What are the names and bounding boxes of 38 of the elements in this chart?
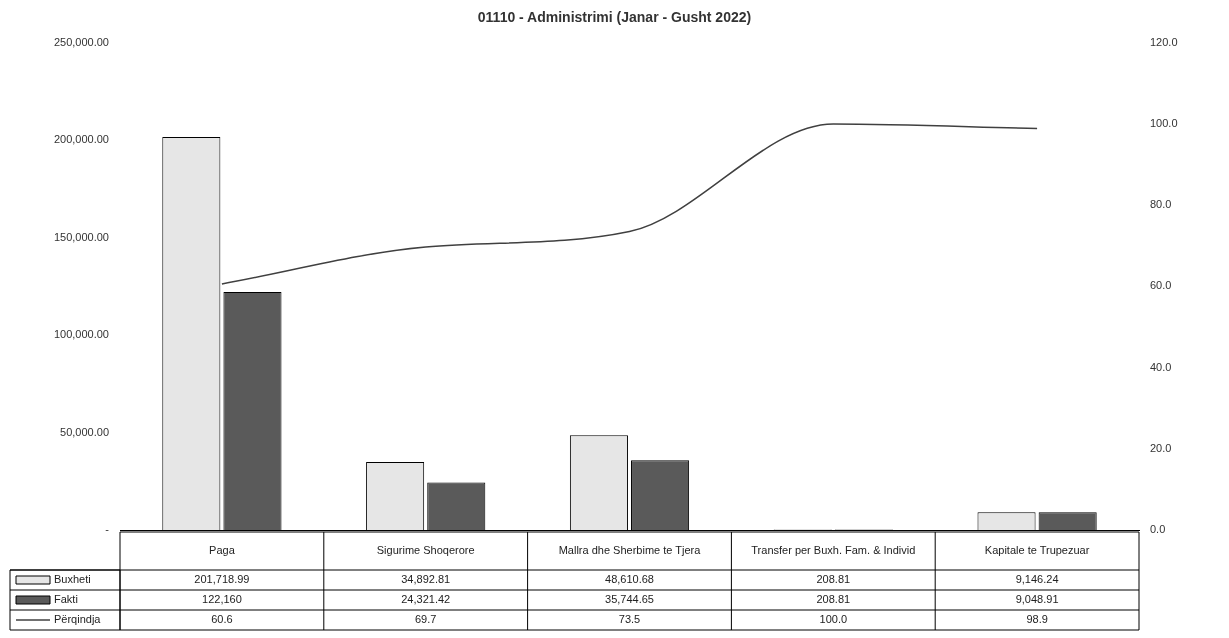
y-tick-label: 50,000.00 <box>60 425 109 438</box>
data-label: 34,892.81 <box>401 573 451 586</box>
data-label: 201,718.99 <box>194 573 250 586</box>
y2-tick-label: 40.0 <box>1150 360 1172 373</box>
y-tick-label: 250,000.00 <box>53 35 109 48</box>
y-tick-label: 150,000.00 <box>53 230 109 243</box>
legend-label: Fakti <box>54 593 78 606</box>
chart-title: 01110 - Administrimi (Janar - Gusht 2022) <box>477 9 752 26</box>
data-label: 122,160 <box>202 593 242 606</box>
y2-tick-label: 80.0 <box>1150 198 1172 211</box>
data-label: 9,048.91 <box>1015 593 1059 606</box>
data-label: 35,744.65 <box>605 593 654 606</box>
data-label: 208.81 <box>816 593 851 606</box>
data-label: 98.9 <box>1026 613 1048 626</box>
line-series <box>221 123 1038 285</box>
y-tick-label: 100,000.00 <box>53 328 109 341</box>
data-label: 24,321.42 <box>401 593 451 606</box>
data-label: 69.7 <box>414 613 437 626</box>
x-tick-label: Transfer per Buxh. Fam. & Individ <box>751 544 916 557</box>
legend-label: Përqindja <box>54 613 102 626</box>
x-tick-label: Sigurime Shoqerore <box>376 544 475 557</box>
data-label: 208.81 <box>816 573 851 586</box>
y-tick-label: 200,000.00 <box>53 133 109 146</box>
x-tick-label: Paga <box>209 544 236 557</box>
data-label: 48,610.68 <box>605 573 654 586</box>
data-label: 100.0 <box>819 613 848 626</box>
y-tick-label: - <box>105 523 110 536</box>
y2-tick-label: 120.0 <box>1150 35 1178 48</box>
data-label: 60.6 <box>211 613 233 626</box>
data-label: 9,146.24 <box>1015 573 1059 586</box>
y2-tick-label: 0.0 <box>1150 523 1166 536</box>
data-label: 73.5 <box>618 613 641 626</box>
y2-tick-label: 60.0 <box>1150 279 1172 292</box>
x-tick-label: Mallra dhe Sherbime te Tjera <box>558 544 702 557</box>
y2-tick-label: 20.0 <box>1150 441 1172 454</box>
legend-label: Buxheti <box>54 573 91 586</box>
x-tick-label: Kapitale te Trupezuar <box>984 544 1090 557</box>
y2-tick-label: 100.0 <box>1150 117 1178 130</box>
